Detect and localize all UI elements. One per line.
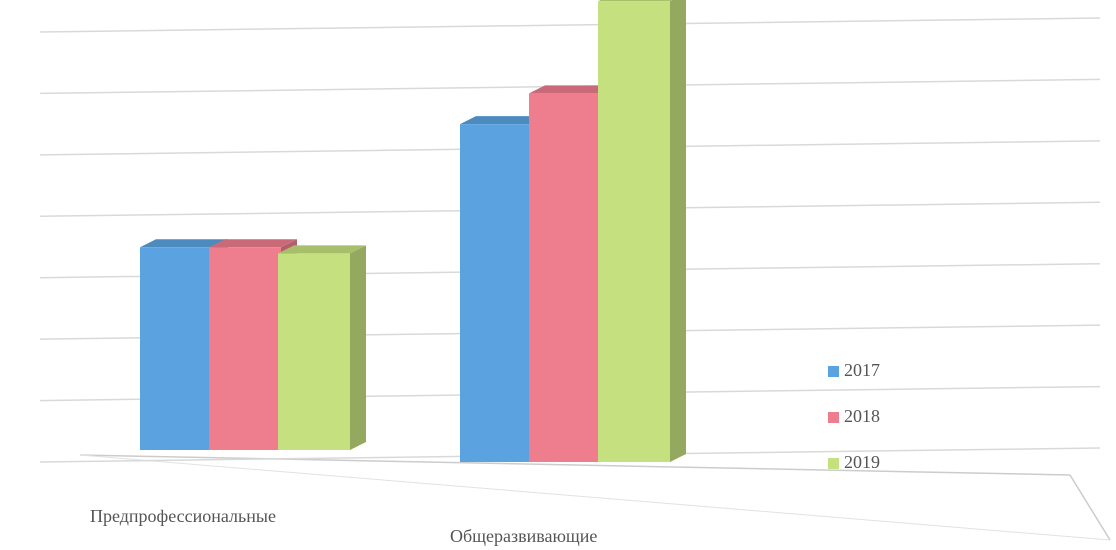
bar <box>460 124 532 463</box>
floor-edge <box>79 454 1111 541</box>
floor-edge <box>79 454 1071 476</box>
legend-label: 2019 <box>844 452 880 472</box>
bar <box>278 253 350 450</box>
bar-top <box>140 239 228 248</box>
legend-swatch <box>828 366 839 377</box>
legend-swatch <box>828 458 839 469</box>
bar-top <box>460 116 548 125</box>
bar <box>598 1 670 463</box>
bar-top <box>598 0 673 2</box>
bar <box>140 247 212 450</box>
bar-side <box>670 0 686 462</box>
x-tick-label: Общеразвивающие <box>450 526 597 546</box>
bar-top <box>278 245 366 254</box>
bar <box>209 247 281 450</box>
bar <box>529 93 601 462</box>
legend-label: 2018 <box>844 406 880 426</box>
bar-top <box>529 85 617 94</box>
grid-line <box>39 17 1101 33</box>
x-tick-label: Предпрофессиональные <box>90 506 276 526</box>
bar-side <box>350 245 366 450</box>
legend-label: 2017 <box>844 360 880 380</box>
bar-top <box>209 239 297 248</box>
legend-swatch <box>828 412 839 423</box>
floor-edge <box>1069 474 1111 541</box>
